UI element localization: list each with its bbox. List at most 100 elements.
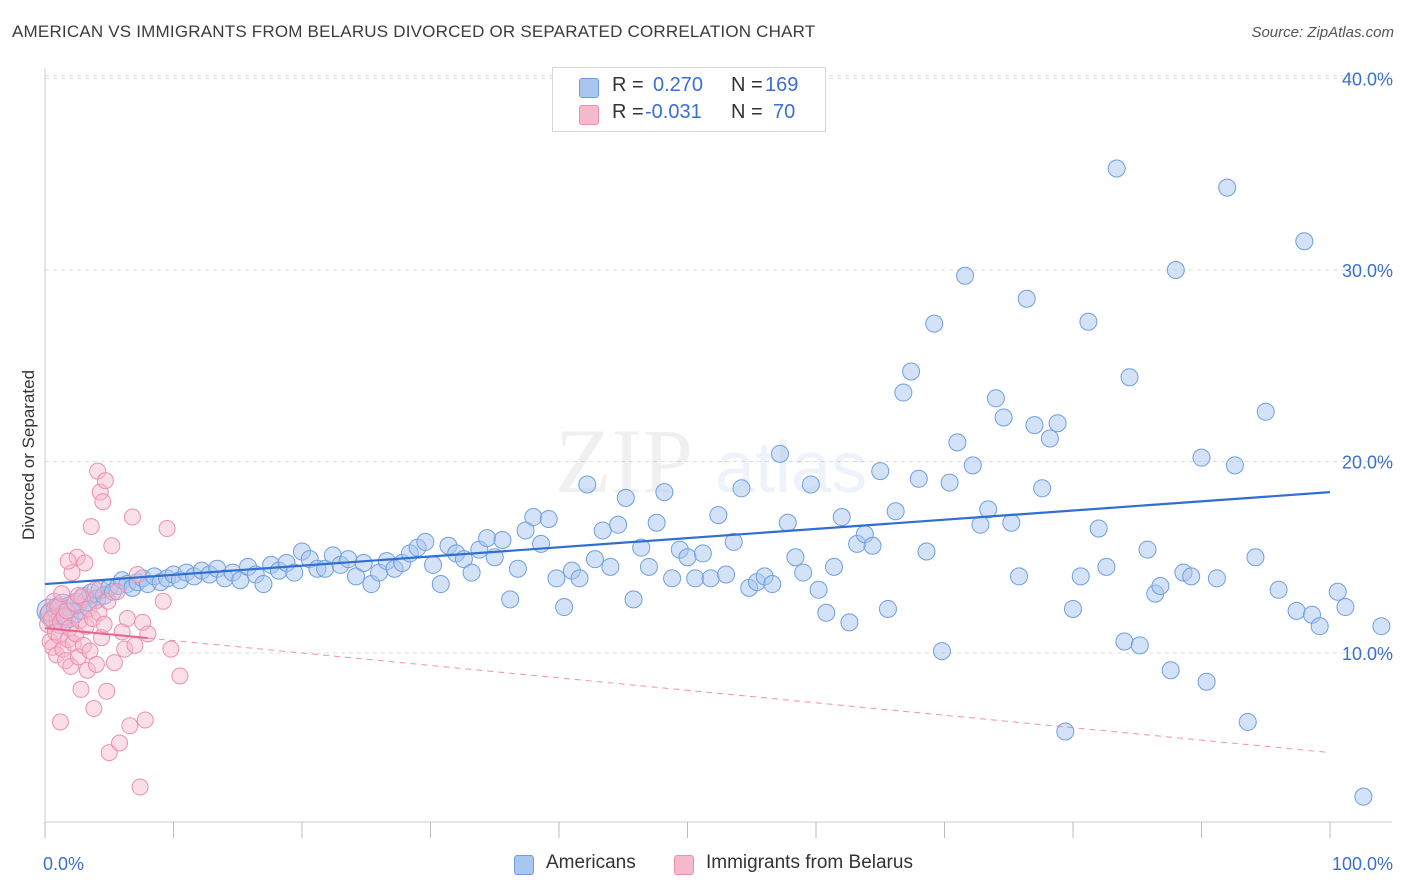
americans-point [971, 515, 990, 534]
belarus-point [162, 640, 180, 658]
americans-point [1207, 569, 1226, 588]
americans-point [632, 538, 651, 557]
americans-point [1115, 632, 1134, 651]
americans-point [963, 456, 982, 475]
americans-point [832, 508, 851, 527]
bottom-legend-americans-swatch [514, 855, 534, 875]
americans-point [1246, 548, 1265, 567]
americans-point [771, 444, 790, 463]
belarus-point [136, 711, 154, 729]
americans-point [693, 544, 712, 563]
americans-point [578, 475, 597, 494]
americans-point [717, 565, 736, 584]
americans-point [524, 508, 543, 527]
belarus-r-label: R = [612, 101, 644, 123]
americans-point [1107, 159, 1126, 178]
americans-point [1192, 448, 1211, 467]
americans-point [1256, 402, 1275, 421]
americans-point [1097, 557, 1116, 576]
belarus-n-label: N = [731, 101, 763, 123]
belarus-point [82, 518, 100, 536]
americans-point [1017, 289, 1036, 308]
americans-point [624, 590, 643, 609]
americans-point [724, 532, 743, 551]
americans-point [824, 557, 843, 576]
belarus-point [123, 508, 141, 526]
americans-point [786, 548, 805, 567]
americans-point [570, 569, 589, 588]
belarus-r-value: -0.031 [645, 101, 702, 123]
bottom-legend-belarus-swatch [674, 855, 694, 875]
belarus-point [118, 610, 136, 628]
americans-point [1071, 567, 1090, 586]
americans-point [431, 575, 450, 594]
belarus-point [96, 472, 114, 490]
americans-point [655, 483, 674, 502]
americans-point [678, 548, 697, 567]
y-tick-label: 30.0% [1342, 261, 1393, 281]
y-axis-label: Divorced or Separated [19, 370, 38, 540]
belarus-point [78, 661, 96, 679]
belarus-point [129, 565, 147, 583]
americans-point [1010, 567, 1029, 586]
belarus-point [171, 667, 189, 685]
belarus-point [121, 717, 139, 735]
americans-point [932, 642, 951, 661]
belarus-point [53, 585, 71, 603]
americans-point [817, 603, 836, 622]
americans-point [1089, 519, 1108, 538]
belarus-point [108, 583, 126, 601]
americans-point [1025, 416, 1044, 435]
belarus-swatch [579, 105, 599, 125]
y-tick-label: 10.0% [1342, 644, 1393, 664]
legend-row-belarus: R = -0.031 N = 70 [553, 101, 825, 129]
americans-point [585, 550, 604, 569]
belarus-point [69, 587, 87, 605]
americans-point [601, 557, 620, 576]
americans-point [994, 408, 1013, 427]
americans-point [701, 569, 720, 588]
americans-n-value: 169 [765, 74, 799, 96]
tick-labels: 10.0% 20.0% 30.0% 40.0% 0.0% 100.0% [43, 70, 1393, 875]
americans-point [871, 462, 890, 481]
belarus-point [126, 636, 144, 654]
belarus-point [111, 734, 129, 752]
americans-point [794, 563, 813, 582]
americans-point [917, 542, 936, 561]
americans-point [609, 515, 628, 534]
source-label: Source: ZipAtlas.com [1251, 24, 1394, 41]
americans-point [902, 362, 921, 381]
belarus-point [63, 564, 81, 582]
americans-point [878, 599, 897, 618]
americans-point [1197, 672, 1216, 691]
americans-point [647, 513, 666, 532]
americans-point [501, 590, 520, 609]
americans-point [516, 521, 535, 540]
belarus-point [94, 493, 112, 511]
americans-point [1310, 617, 1329, 636]
americans-point [909, 469, 928, 488]
belarus-point [103, 537, 121, 555]
americans-point [979, 500, 998, 519]
x-tick-label-min: 0.0% [43, 854, 84, 874]
americans-points [36, 159, 1391, 806]
belarus-point [71, 611, 89, 629]
americans-point [732, 479, 751, 498]
belarus-point [64, 634, 82, 652]
americans-point [1166, 261, 1185, 279]
americans-point [1295, 232, 1314, 251]
y-tick-label: 40.0% [1342, 70, 1393, 90]
americans-point [539, 509, 558, 528]
americans-point [1182, 567, 1201, 586]
americans-point [508, 559, 527, 578]
americans-point [1079, 312, 1098, 331]
americans-point [478, 529, 497, 548]
americans-point [763, 575, 782, 594]
americans-point [778, 513, 797, 532]
belarus-point [59, 552, 77, 570]
americans-point [593, 521, 612, 540]
americans-point [616, 488, 635, 507]
legend-row-americans: R = 0.270 N = 169 [553, 74, 825, 102]
americans-point [940, 473, 959, 492]
